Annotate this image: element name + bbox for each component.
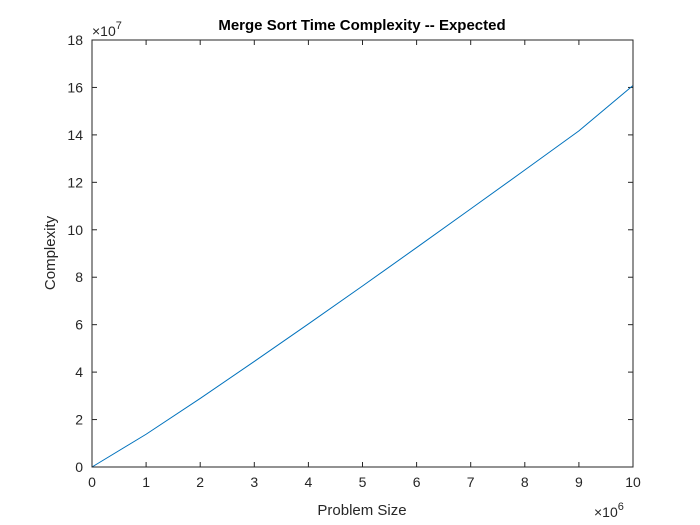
y-tick-label: 16 [67, 79, 83, 95]
x-tick-label: 5 [359, 474, 367, 490]
chart-title: Merge Sort Time Complexity -- Expected [218, 17, 505, 34]
y-tick-group: 0 2 4 6 8 10 12 14 16 18 [67, 32, 633, 475]
plot-area [92, 40, 633, 467]
x-tick-label: 10 [625, 474, 641, 490]
x-tick-label: 4 [305, 474, 313, 490]
y-exponent-power: 7 [116, 20, 122, 32]
x-tick-label: 3 [250, 474, 258, 490]
y-tick-label: 10 [67, 222, 83, 238]
x-tick-label: 9 [575, 474, 583, 490]
y-axis-label: Complexity [42, 215, 59, 290]
axes-box [91, 39, 634, 468]
y-tick-label: 4 [75, 364, 83, 380]
x-tick-label: 8 [521, 474, 529, 490]
y-tick-label: 18 [67, 32, 83, 48]
y-tick-label: 8 [75, 269, 83, 285]
x-exponent-label: ×106 [594, 501, 624, 520]
series-line [91, 85, 634, 468]
y-exponent-label: ×107 [92, 20, 122, 39]
x-axis-label: Problem Size [317, 502, 406, 519]
y-tick-label: 14 [67, 127, 83, 143]
y-tick-label: 0 [75, 459, 83, 475]
y-exponent-base: ×10 [92, 23, 116, 39]
x-tick-label: 2 [196, 474, 204, 490]
x-tick-label: 0 [88, 474, 96, 490]
y-tick-label: 12 [67, 174, 83, 190]
x-exponent-base: ×10 [594, 504, 618, 520]
x-tick-label: 6 [413, 474, 421, 490]
y-tick-label: 6 [75, 317, 83, 333]
x-tick-label: 1 [142, 474, 150, 490]
x-tick-group: 0 1 2 3 4 5 6 7 8 9 10 [88, 40, 641, 490]
x-tick-label: 7 [467, 474, 475, 490]
y-tick-label: 2 [75, 412, 83, 428]
x-exponent-power: 6 [618, 501, 624, 513]
